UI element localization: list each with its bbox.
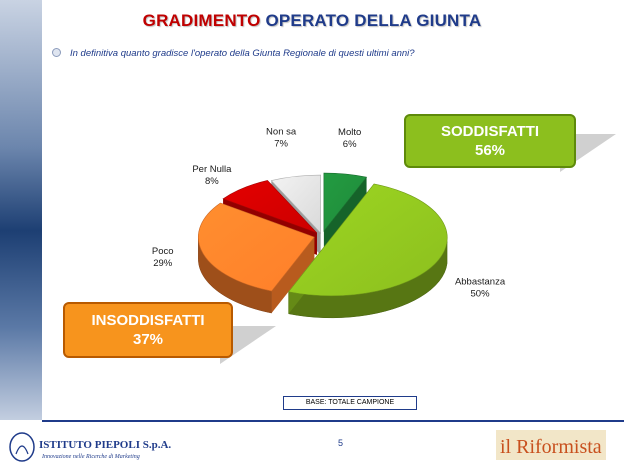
pie-slice-molto bbox=[323, 172, 368, 232]
pie-slice-poco bbox=[198, 202, 315, 292]
footer-divider bbox=[42, 420, 624, 422]
slice-label-poco: Poco bbox=[152, 246, 174, 257]
base-note: BASE: TOTALE CAMPIONE bbox=[283, 396, 417, 410]
il-riformista-logo: il Riformista bbox=[496, 430, 606, 460]
slice-value-molto: 6% bbox=[343, 139, 357, 150]
pie-slice-non-sa bbox=[270, 174, 321, 234]
logo-right-name: il Riformista bbox=[500, 436, 602, 458]
slice-value-per-nulla: 8% bbox=[205, 176, 219, 187]
slice-value-poco: 29% bbox=[153, 258, 173, 269]
title-part-1: GRADIMENTO bbox=[142, 11, 261, 30]
slice-label-molto: Molto bbox=[338, 127, 361, 138]
callout-satisfied-label: SODDISFATTI bbox=[440, 123, 540, 140]
slice-value-abbastanza: 50% bbox=[471, 289, 491, 300]
question-text-row: In definitiva quanto gradisce l'operato … bbox=[52, 48, 415, 59]
callout-satisfied: SODDISFATTI 56% bbox=[404, 114, 576, 168]
callout-satisfied-value: 56% bbox=[474, 142, 506, 159]
slice-label-abbastanza: Abbastanza bbox=[455, 277, 506, 288]
slice-label-non-sa: Non sa bbox=[266, 126, 297, 137]
callout-shadow-dissatisfied bbox=[220, 326, 276, 364]
pie-slice-cut-2-0 bbox=[271, 237, 315, 314]
slice-value-non-sa: 7% bbox=[274, 138, 288, 149]
side-decorative-bar bbox=[0, 0, 42, 420]
logo-left-name: ISTITUTO PIEPOLI S.p.A. bbox=[39, 439, 171, 451]
callout-dissatisfied: INSODDISFATTI 37% bbox=[63, 302, 233, 358]
slice-label-per-nulla: Per Nulla bbox=[192, 164, 232, 175]
page-title: GRADIMENTO OPERATO DELLA GIUNTA bbox=[0, 11, 624, 31]
page-number: 5 bbox=[338, 438, 344, 448]
title-part-2: OPERATO DELLA GIUNTA bbox=[265, 11, 482, 30]
istituto-piepoli-logo: ISTITUTO PIEPOLI S.p.A. Innovazione nell… bbox=[9, 432, 171, 462]
question-text: In definitiva quanto gradisce l'operato … bbox=[70, 48, 415, 59]
callout-dissatisfied-label: INSODDISFATTI bbox=[91, 312, 205, 329]
bullet-icon bbox=[52, 48, 61, 57]
pie-slice-abbastanza bbox=[288, 183, 448, 297]
callout-dissatisfied-value: 37% bbox=[132, 331, 164, 348]
pie-slice-per-nulla bbox=[222, 180, 318, 234]
pie-tops bbox=[198, 172, 448, 297]
logo-left-tagline: Innovazione nelle Ricerche di Marketing bbox=[41, 454, 140, 460]
